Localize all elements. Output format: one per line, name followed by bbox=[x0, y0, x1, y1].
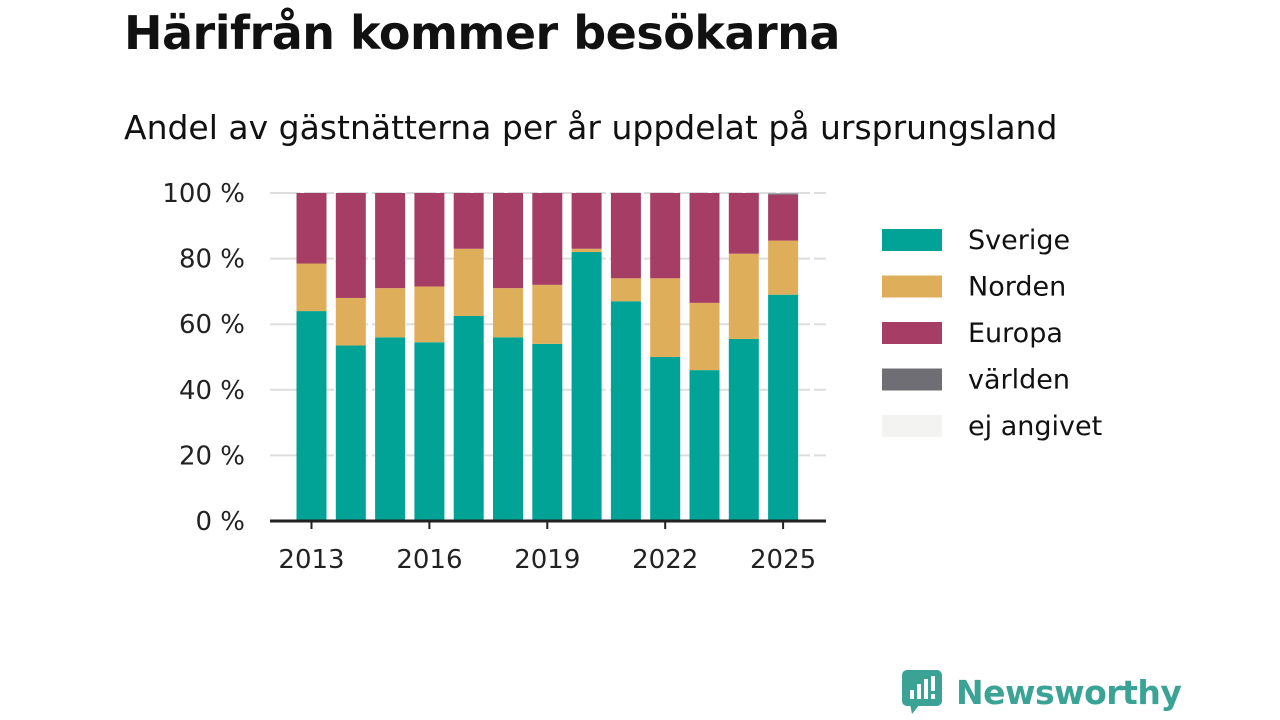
y-tick-label: 60 % bbox=[179, 310, 245, 340]
brand-logo: Newsworthy bbox=[902, 670, 1182, 714]
bar-segment bbox=[571, 193, 602, 249]
bar-segment bbox=[689, 302, 720, 371]
bar-segment bbox=[335, 345, 366, 521]
bar-segment bbox=[532, 193, 563, 285]
bar-segment bbox=[453, 316, 484, 521]
chart-subtitle: Andel av gästnätterna per år uppdelat på… bbox=[124, 108, 1058, 147]
bar-segment bbox=[532, 343, 563, 521]
bar-segment bbox=[493, 337, 523, 521]
y-axis-tick-labels: 0 % 20 % 40 % 60 % 80 % 100 % bbox=[162, 179, 245, 537]
legend-swatch bbox=[882, 415, 942, 437]
bar-segment bbox=[768, 194, 799, 241]
bar-segment bbox=[768, 240, 799, 295]
x-axis bbox=[270, 519, 826, 529]
y-tick-label: 100 % bbox=[162, 179, 245, 209]
bar-segment bbox=[493, 193, 523, 289]
bar-segment bbox=[650, 278, 681, 357]
chart-title: Härifrån kommer besökarna bbox=[124, 6, 840, 60]
newsworthy-logo-icon bbox=[902, 670, 942, 714]
legend-label: ej angivet bbox=[968, 411, 1102, 442]
legend: Sverige Norden Europa världen ej angivet bbox=[882, 225, 1102, 442]
bar-segment bbox=[768, 193, 799, 195]
bar-segment bbox=[610, 278, 641, 302]
legend-swatch bbox=[882, 275, 942, 298]
legend-swatch bbox=[882, 368, 942, 391]
x-tick-label: 2022 bbox=[632, 545, 698, 575]
x-tick-label: 2013 bbox=[278, 545, 344, 575]
stacked-bar-chart: 0 % 20 % 40 % 60 % 80 % 100 % 2013 2016 2019 202… bbox=[162, 179, 1102, 575]
brand-name: Newsworthy bbox=[956, 672, 1182, 712]
bar-segment bbox=[768, 294, 799, 521]
legend-swatch bbox=[882, 229, 942, 251]
bar-segment bbox=[375, 288, 406, 338]
bar-segment bbox=[335, 297, 366, 346]
bar-segment bbox=[453, 193, 484, 249]
bar-segment bbox=[571, 252, 602, 522]
bar-segment bbox=[414, 342, 445, 521]
bar-segment bbox=[375, 193, 406, 289]
bar-segment bbox=[571, 248, 602, 253]
bar-segment bbox=[689, 193, 720, 303]
bar-segment bbox=[728, 338, 759, 521]
bar-segment bbox=[650, 357, 681, 521]
bar-segment bbox=[493, 288, 523, 338]
x-tick-label: 2025 bbox=[750, 545, 816, 575]
bar-segment bbox=[414, 286, 445, 343]
bar-segment bbox=[728, 253, 759, 339]
bar-segment bbox=[610, 301, 641, 521]
bar-segment bbox=[453, 248, 484, 316]
bar-segment bbox=[296, 263, 327, 312]
bar-segment bbox=[532, 284, 563, 344]
legend-label: Europa bbox=[968, 318, 1063, 349]
bar-segment bbox=[296, 311, 327, 521]
x-axis-tick-labels: 2013 2016 2019 2022 2025 bbox=[278, 545, 816, 575]
legend-label: världen bbox=[968, 365, 1070, 396]
y-tick-label: 20 % bbox=[179, 441, 245, 471]
bar-segment bbox=[296, 193, 327, 264]
bar-segment bbox=[650, 193, 681, 279]
y-tick-label: 0 % bbox=[195, 507, 245, 537]
bar-segment bbox=[414, 193, 445, 287]
x-tick-label: 2016 bbox=[396, 545, 462, 575]
bar-segment bbox=[610, 193, 641, 279]
y-tick-label: 80 % bbox=[179, 245, 245, 275]
bar-segment bbox=[728, 193, 759, 254]
bars bbox=[296, 193, 799, 522]
legend-label: Sverige bbox=[968, 225, 1070, 256]
y-tick-label: 40 % bbox=[179, 376, 245, 406]
x-tick-label: 2019 bbox=[514, 545, 580, 575]
legend-swatch bbox=[882, 322, 942, 344]
bar-segment bbox=[375, 337, 406, 521]
bar-segment bbox=[335, 193, 366, 298]
bar-segment bbox=[689, 370, 720, 521]
legend-label: Norden bbox=[968, 272, 1066, 303]
